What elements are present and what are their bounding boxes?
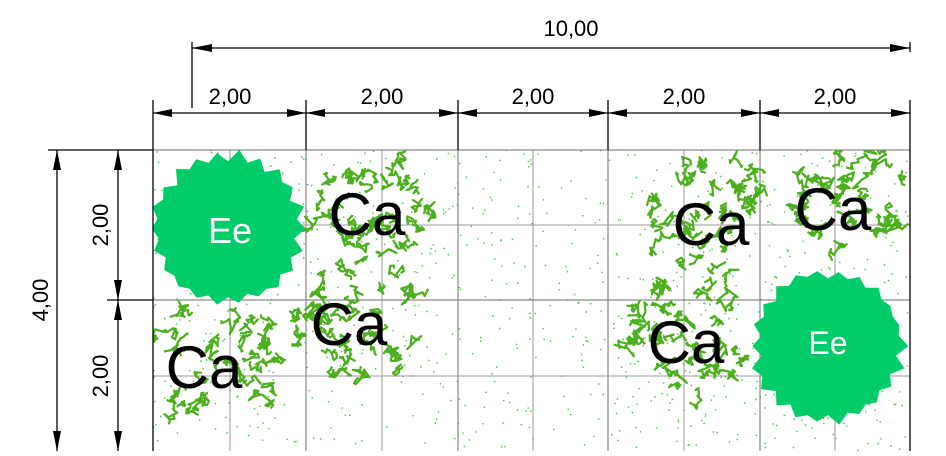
plant-code-label: Ca xyxy=(795,176,872,243)
foliage-layer xyxy=(153,150,910,425)
ca-plant-symbol xyxy=(288,258,430,386)
plant-code-label: Ca xyxy=(329,181,406,248)
ca-plant-symbol xyxy=(645,150,769,288)
row-dimensions xyxy=(107,150,153,451)
ca-plant-symbol xyxy=(153,299,287,425)
total-width-dimension xyxy=(191,42,911,108)
ca-plant-symbol xyxy=(785,150,910,262)
total-height-dimension xyxy=(48,149,153,451)
column-dimensions xyxy=(152,100,911,451)
ee-shrub-symbol xyxy=(153,150,306,305)
ee-shrub-symbol xyxy=(752,271,909,425)
plant-code-label: Ee xyxy=(808,325,847,361)
ca-plant-symbol xyxy=(296,150,437,266)
plant-labels: Ee Ca Ca Ca Ca Ca Ca Ee xyxy=(166,176,872,401)
shrub-layer xyxy=(153,150,909,425)
row-2-height: 2,00 xyxy=(88,355,113,398)
column-5-width: 2,00 xyxy=(814,84,857,109)
ca-plant-symbol xyxy=(613,276,750,410)
plant-code-label: Ca xyxy=(673,191,750,258)
column-1-width: 2,00 xyxy=(209,84,252,109)
column-2-width: 2,00 xyxy=(361,84,404,109)
column-4-width: 2,00 xyxy=(663,84,706,109)
plant-code-label: Ca xyxy=(311,291,388,358)
plot-area: Ee Ca Ca Ca Ca Ca Ca Ee xyxy=(152,149,911,451)
total-height-label: 4,00 xyxy=(28,279,53,322)
plant-code-label: Ee xyxy=(208,210,252,251)
row-1-height: 2,00 xyxy=(88,204,113,247)
plant-code-label: Ca xyxy=(166,334,243,401)
column-3-width: 2,00 xyxy=(512,84,555,109)
total-width-label: 10,00 xyxy=(543,16,598,41)
plant-code-label: Ca xyxy=(648,309,725,376)
